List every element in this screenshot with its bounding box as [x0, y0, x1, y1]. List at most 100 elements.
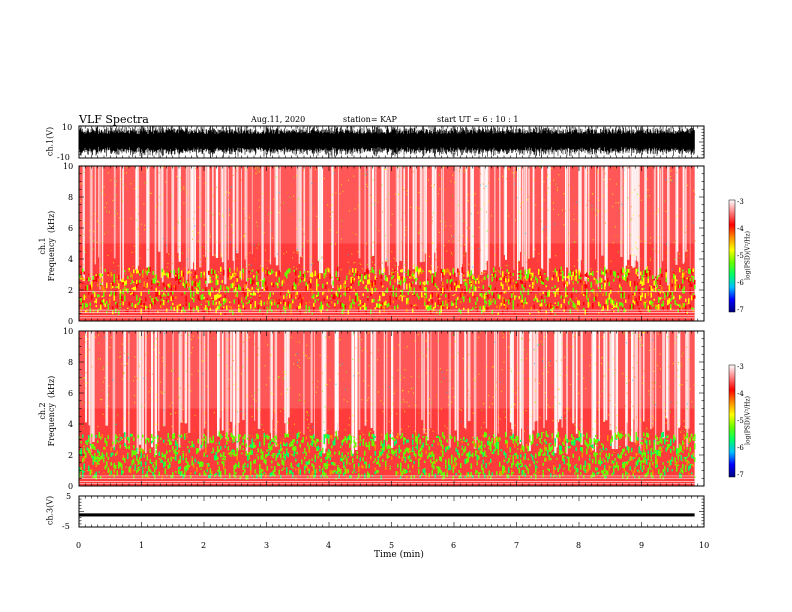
spectrogram-streak	[99, 166, 101, 290]
spectrogram-cell	[581, 284, 583, 290]
spectrogram-cell	[358, 304, 360, 307]
spectrogram-speck	[186, 194, 188, 196]
spectrogram-cell	[517, 303, 519, 307]
spectrogram-cell	[253, 290, 255, 296]
spectrogram-cell	[659, 284, 661, 286]
spectrogram-cell	[80, 306, 82, 313]
spectrogram-cell	[365, 309, 367, 314]
spectrogram-cell	[94, 455, 96, 462]
spectrogram-speck	[666, 252, 668, 254]
spectrogram-cell	[509, 447, 511, 453]
spectrogram-speck	[236, 170, 238, 172]
spectrogram-cell	[617, 290, 619, 294]
spectrogram-cell	[365, 462, 367, 469]
spectrogram-cell	[511, 285, 513, 289]
spectrogram-cell	[176, 452, 178, 455]
spectrogram-cell	[494, 448, 496, 452]
spectrogram-speck	[120, 178, 122, 180]
spectrogram-speck	[192, 238, 194, 240]
spectrogram-cell	[506, 440, 508, 444]
spectrogram-speck	[183, 202, 185, 204]
spectrogram-cell	[512, 273, 514, 276]
spectrogram-cell	[431, 451, 433, 457]
spectrogram-speck	[155, 222, 157, 224]
spectrogram-speck	[405, 267, 407, 269]
spectrogram-cell	[383, 447, 385, 451]
spectrogram-speck	[219, 249, 221, 251]
spectrogram-cell	[79, 277, 81, 279]
spectrogram-cell	[301, 461, 303, 465]
spectrogram-streak	[171, 166, 175, 279]
spectrogram-cell	[244, 434, 246, 439]
spectrogram-cell	[202, 441, 204, 446]
spectrogram-cell	[400, 436, 402, 439]
spectrogram-speck	[535, 204, 537, 206]
spectrogram-cell	[589, 271, 591, 276]
spectrogram-cell	[505, 439, 507, 444]
spectrogram-cell	[175, 455, 177, 461]
spectrogram-cell	[382, 285, 384, 288]
spectrogram-cell	[106, 440, 108, 447]
spectrogram-speck	[694, 193, 696, 196]
spectrogram-speck	[603, 272, 605, 274]
spectrogram-speck	[561, 209, 563, 211]
spectrogram-cell	[268, 270, 270, 274]
spectrogram-cell	[211, 440, 213, 444]
spectrogram-cell	[514, 453, 516, 456]
spectrogram-speck	[191, 271, 193, 273]
spectrogram-speck	[386, 198, 388, 200]
spectrogram-cell	[649, 269, 651, 276]
spectrogram-speck	[354, 208, 356, 210]
spectrogram-streak	[605, 166, 608, 270]
spectrogram-cell	[133, 437, 135, 442]
spectrogram-cell	[265, 435, 267, 438]
spectrogram-cell	[323, 463, 325, 468]
spectrogram-cell	[245, 283, 247, 287]
spectrogram-cell	[490, 458, 492, 463]
spectrogram-cell	[128, 267, 130, 272]
spectrogram-cell	[452, 294, 454, 297]
spectrogram-cell	[361, 306, 363, 309]
spectrogram-cell	[139, 272, 141, 276]
spectrogram-speck	[513, 175, 515, 177]
spectrogram-cell	[232, 434, 234, 441]
spectrogram-cell	[236, 447, 238, 454]
spectrogram-streak	[597, 166, 599, 288]
spectrogram-cell	[329, 469, 331, 475]
spectrogram-cell	[586, 294, 588, 298]
spectrogram-speck	[379, 196, 381, 198]
spectrogram-cell	[521, 273, 523, 275]
spectrogram-speck	[597, 211, 599, 213]
spectrogram-cell	[350, 276, 352, 283]
spectrogram-cell	[164, 454, 166, 460]
spectrogram-cell	[407, 300, 409, 305]
spectrogram-cell	[239, 276, 241, 279]
spectrogram-cell	[512, 304, 514, 307]
spectrogram-cell	[247, 475, 249, 480]
spectrogram-cell	[671, 283, 673, 287]
spectrogram-cell	[488, 436, 490, 440]
spectrogram-cell	[179, 455, 181, 462]
spectrogram-cell	[505, 299, 507, 302]
spectrogram-cell	[245, 295, 247, 300]
spectrogram-speck	[693, 190, 695, 192]
spectrogram-cell	[644, 292, 646, 299]
spectrogram-cell	[379, 450, 381, 455]
spectrogram-cell	[205, 473, 207, 476]
spectrogram-cell	[559, 437, 561, 442]
spectrogram-speck	[298, 198, 300, 200]
spectrogram-cell	[212, 270, 214, 276]
spectrogram-speck	[466, 271, 468, 273]
spectrogram-cell	[115, 466, 117, 469]
spectrogram-streak	[166, 166, 168, 254]
spectrogram-cell	[367, 296, 369, 298]
spectrogram-cell	[379, 291, 381, 294]
spectrogram-cell	[388, 304, 390, 307]
spectrogram-cell	[340, 468, 342, 475]
spectrogram-cell	[167, 464, 169, 470]
spectrogram-speck	[645, 224, 647, 226]
spectrogram-cell	[97, 293, 99, 298]
spectrogram-cell	[151, 303, 153, 306]
spectrogram-streak	[224, 166, 227, 285]
spectrogram-speck	[573, 213, 575, 216]
